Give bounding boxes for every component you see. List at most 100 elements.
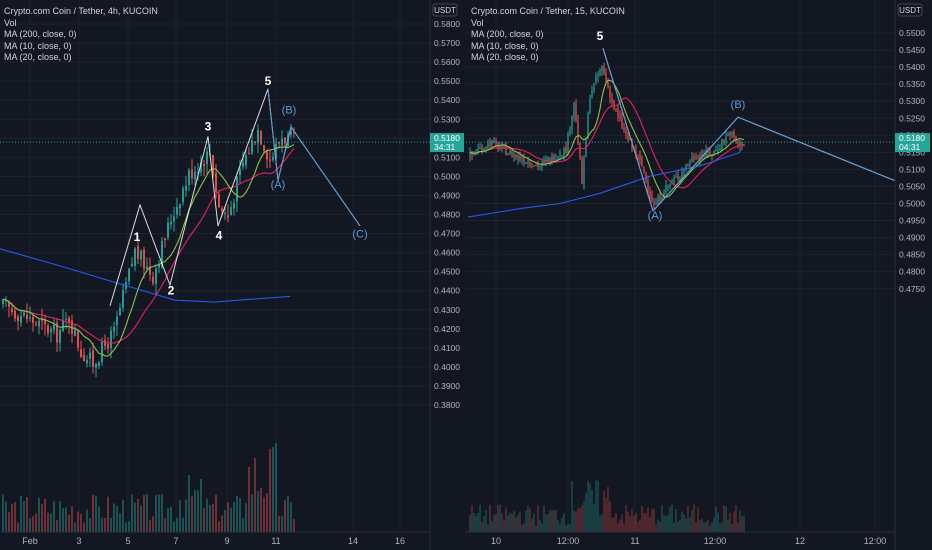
candle-body <box>561 155 563 157</box>
candle-body <box>539 166 541 168</box>
volume-bar <box>615 513 617 532</box>
volume-bar <box>501 513 503 532</box>
candle-body <box>721 140 723 149</box>
candle-body <box>557 156 559 160</box>
volume-bar <box>155 495 157 532</box>
wave-label: 1 <box>134 230 141 244</box>
time-tick-label: 9 <box>224 536 229 546</box>
volume-bar <box>525 510 527 532</box>
candle-body <box>637 154 639 156</box>
candle-body <box>673 178 675 181</box>
volume-bar <box>655 524 657 532</box>
volume-bar <box>687 505 689 532</box>
volume-bar <box>113 503 115 532</box>
price-tick-label: 0.4800 <box>434 210 460 220</box>
candle-body <box>56 322 58 343</box>
candle-body <box>119 307 121 316</box>
price-tick-label: 0.3800 <box>434 400 460 410</box>
price-tick-label: 0.4900 <box>434 190 460 200</box>
time-tick-label: 12:00 <box>864 536 887 546</box>
candle-body <box>11 308 13 313</box>
candle-body <box>122 290 124 308</box>
right-indicator-ma200[interactable]: MA (200, close, 0) <box>471 29 544 39</box>
volume-bar <box>679 519 681 532</box>
candle-body <box>685 165 687 170</box>
candle-body <box>38 320 40 327</box>
volume-bar <box>607 486 609 532</box>
volume-bar <box>487 524 489 532</box>
left-indicator-ma20[interactable]: MA (20, close, 0) <box>4 52 72 62</box>
candle-body <box>221 208 223 212</box>
volume-bar <box>577 508 579 532</box>
volume-bar <box>711 522 713 532</box>
ma20-line <box>469 97 745 189</box>
left-symbol-title[interactable]: Crypto.com Coin / Tether, 4h, KUCOIN <box>4 6 158 16</box>
candle-body <box>641 158 643 167</box>
volume-bar <box>515 517 517 532</box>
candle-body <box>233 202 235 209</box>
candle-body <box>573 102 575 117</box>
ma10-line <box>2 144 295 357</box>
candle-body <box>89 352 91 359</box>
candle-body <box>687 164 689 166</box>
volume-bar <box>579 508 581 532</box>
candle-body <box>515 155 517 158</box>
volume-bar <box>613 517 615 532</box>
volume-bar <box>200 478 202 532</box>
wave-label: 2 <box>168 284 175 298</box>
left-chart[interactable]: 1 2 3 4 5 (A) (B) (C) USDT 0.5800 0.5700 0.5600 0.55… <box>0 0 466 550</box>
candle-body <box>615 108 617 111</box>
candle-body <box>113 326 115 332</box>
volume-bar <box>56 520 58 532</box>
right-legend: Crypto.com Coin / Tether, 15, KUCOIN Vol… <box>471 6 625 64</box>
volume-bar <box>503 520 505 532</box>
volume-bar <box>699 520 701 532</box>
candle-body <box>677 175 679 179</box>
currency-label: USDT <box>899 6 921 15</box>
right-chart[interactable]: 5 (A) (B) USDT 0.5500 0.5450 0.5400 0.5350 0.530… <box>466 0 932 550</box>
price-tick-label: 0.5350 <box>899 79 925 89</box>
candle-body <box>509 150 511 154</box>
candle-body <box>95 363 97 368</box>
candle-body <box>293 131 295 133</box>
right-indicator-ma10[interactable]: MA (10, close, 0) <box>471 40 539 51</box>
volume-bar <box>149 519 151 532</box>
volume-bar <box>653 508 655 532</box>
candle-body <box>711 154 713 156</box>
volume-bar <box>725 506 727 532</box>
volume-bar <box>143 494 145 532</box>
price-tick-label: 0.4900 <box>899 233 925 243</box>
volume-bar <box>519 512 521 532</box>
price-tick-label: 0.5150 <box>899 147 925 157</box>
time-tick-label: 10 <box>491 536 501 546</box>
candle-body <box>191 169 193 179</box>
volume-bar <box>717 512 719 532</box>
right-indicator-ma20[interactable]: MA (20, close, 0) <box>471 52 539 62</box>
candle-body <box>104 339 106 346</box>
right-symbol-title[interactable]: Crypto.com Coin / Tether, 15, KUCOIN <box>471 6 625 16</box>
candle-body <box>611 98 613 102</box>
candle-body <box>693 156 695 159</box>
volume-bar <box>59 501 61 532</box>
volume-bar <box>272 446 274 532</box>
left-indicator-vol[interactable]: Vol <box>4 17 17 28</box>
candle-body <box>599 69 601 76</box>
candle-body <box>83 354 85 362</box>
volume-bar <box>182 517 184 532</box>
left-indicator-ma200[interactable]: MA (200, close, 0) <box>4 29 77 39</box>
candle-body <box>50 328 52 333</box>
volume-bar <box>477 513 479 532</box>
time-tick-label: 3 <box>76 536 81 546</box>
volume-bar <box>583 501 585 532</box>
right-indicator-vol[interactable]: Vol <box>471 17 484 28</box>
candle-body <box>647 181 649 191</box>
candle-body <box>110 330 112 349</box>
left-indicator-ma10[interactable]: MA (10, close, 0) <box>4 40 72 51</box>
volume-bar <box>649 517 651 532</box>
candle-body <box>607 82 609 88</box>
volume-bar <box>557 520 559 532</box>
candle-body <box>531 165 533 167</box>
volume-bar <box>737 522 739 532</box>
volume-bar <box>83 522 85 532</box>
